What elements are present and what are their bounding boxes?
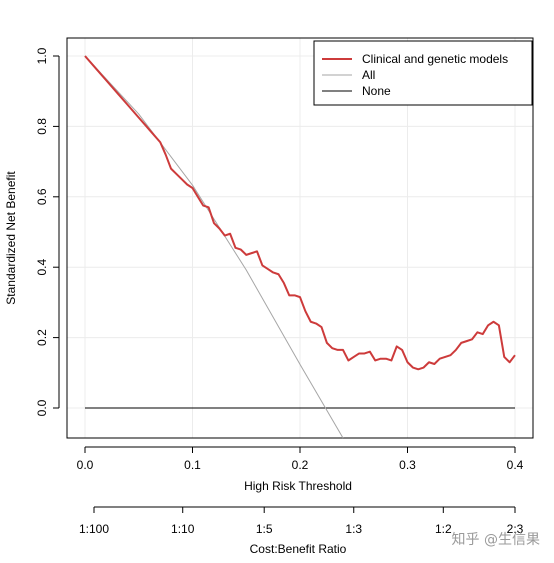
cost-benefit-axis: 1:100 1:10 1:5 1:3 1:2 2:3 [79, 506, 524, 536]
x-tick-label-2: 0.2 [292, 458, 309, 472]
x-axis-title: High Risk Threshold [244, 479, 352, 493]
cost-benefit-tick-label-0: 1:100 [79, 522, 109, 536]
cost-benefit-tick-label-2: 1:5 [256, 522, 273, 536]
legend-label-none: None [362, 84, 391, 98]
y-axis: 0.0 0.2 0.4 0.6 0.8 1.0 [35, 47, 60, 416]
series-line-0 [84, 55, 516, 371]
legend-label-all: All [362, 68, 375, 82]
legend-box [313, 40, 533, 106]
x-axis: 0.0 0.1 0.2 0.3 0.4 [77, 446, 524, 472]
y-axis-title: Standardized Net Benefit [4, 171, 18, 305]
y-tick-label-2: 0.4 [35, 259, 49, 276]
cost-benefit-axis-title: Cost:Benefit Ratio [250, 542, 347, 556]
cost-benefit-tick-label-1: 1:10 [171, 522, 195, 536]
x-tick-label-4: 0.4 [507, 458, 524, 472]
series-layer [84, 55, 516, 439]
cost-benefit-tick-label-4: 1:2 [435, 522, 452, 536]
plot-frame [66, 37, 534, 439]
cost-benefit-tick-label-3: 1:3 [345, 522, 362, 536]
legend-label-clinical: Clinical and genetic models [362, 52, 508, 66]
y-tick-label-5: 1.0 [35, 47, 49, 64]
series-line-1 [84, 55, 344, 439]
y-tick-label-1: 0.2 [35, 329, 49, 346]
y-tick-label-4: 0.8 [35, 118, 49, 135]
x-tick-label-1: 0.1 [184, 458, 201, 472]
legend: Clinical and genetic models All None [313, 40, 533, 106]
cost-benefit-tick-label-5: 2:3 [507, 522, 524, 536]
watermark: 知乎 @生信果 [451, 532, 540, 548]
x-tick-label-0: 0.0 [77, 458, 94, 472]
y-tick-label-0: 0.0 [35, 399, 49, 416]
y-tick-label-3: 0.6 [35, 188, 49, 205]
x-tick-label-3: 0.3 [399, 458, 416, 472]
